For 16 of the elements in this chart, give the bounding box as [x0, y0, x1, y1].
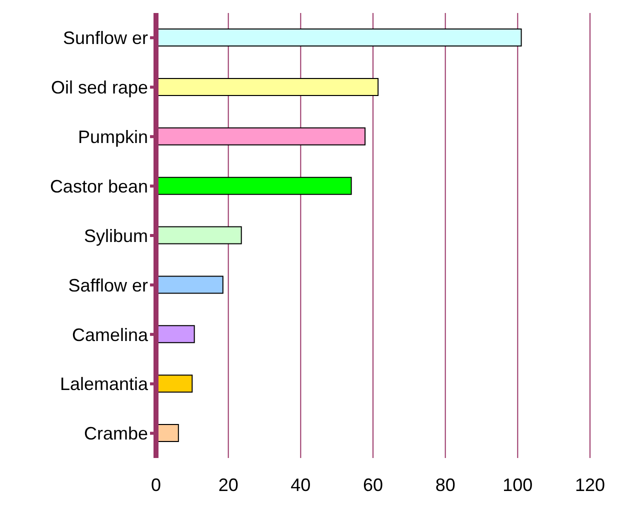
y-tick-label: Sylibum [84, 226, 148, 246]
y-tick-label: Sunflow er [62, 28, 148, 48]
x-tick-label: 100 [502, 474, 533, 495]
x-tick-label: 80 [435, 474, 456, 495]
y-tick-label: Crambe [84, 424, 148, 444]
x-tick-label: 0 [150, 474, 162, 495]
y-tick-label: Camelina [72, 324, 149, 345]
y-tick-label: Oil sed rape [50, 78, 148, 98]
x-tick-label: 40 [290, 474, 311, 495]
y-tick-label: Lalemantia [60, 374, 149, 394]
x-tick-label: 120 [574, 474, 606, 495]
y-tick-label: Safflow er [68, 275, 148, 296]
y-tick-label: Pumpkin [78, 127, 148, 147]
x-tick-label: 60 [362, 474, 384, 495]
x-tick-label: 20 [218, 474, 238, 495]
y-tick-label: Castor bean [50, 176, 148, 196]
